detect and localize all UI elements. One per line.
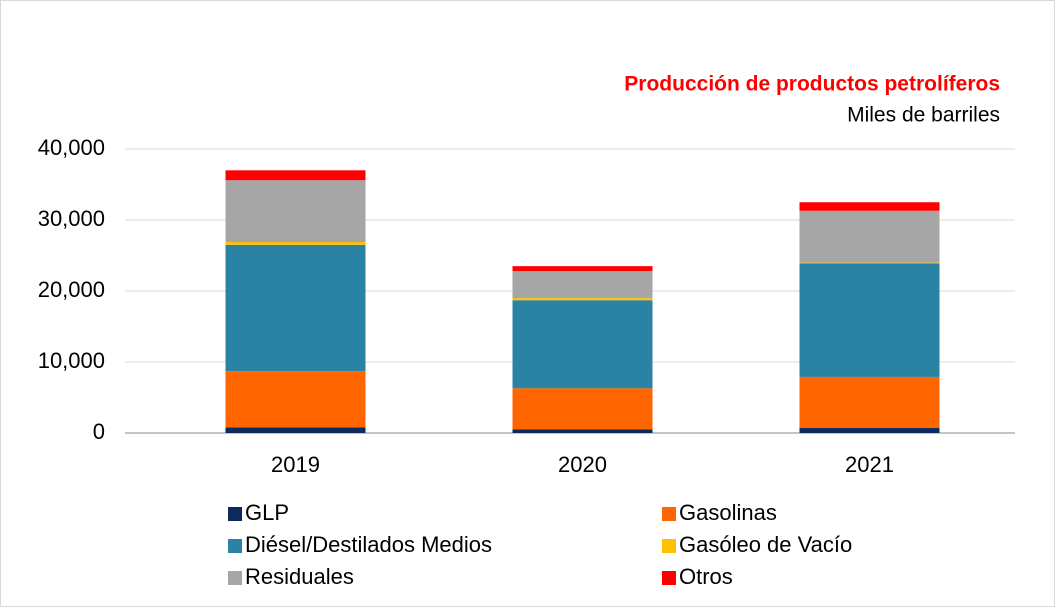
x-tick-label: 2021 xyxy=(845,452,894,477)
bar-segment xyxy=(225,242,366,245)
bar-segment xyxy=(799,202,940,211)
bar-segment xyxy=(799,262,940,264)
bar-segment xyxy=(799,210,940,263)
bar-segment xyxy=(512,298,653,301)
legend-label: GLP xyxy=(245,500,289,525)
legend-swatch xyxy=(228,539,242,553)
bar-segment xyxy=(799,376,940,429)
legend-swatch xyxy=(662,507,676,521)
legend-label: Diésel/Destilados Medios xyxy=(245,532,492,557)
bar-segment xyxy=(512,300,653,389)
y-tick-label: 0 xyxy=(93,419,105,444)
bar-segment xyxy=(225,427,366,433)
bar-segment xyxy=(225,244,366,372)
bar-segment xyxy=(512,271,653,299)
bar-segment xyxy=(512,266,653,272)
bar-segment xyxy=(799,428,940,433)
legend-label: Gasóleo de Vacío xyxy=(679,532,852,557)
y-tick-label: 30,000 xyxy=(38,206,105,231)
legend-swatch xyxy=(228,507,242,521)
bar-segment xyxy=(799,263,940,377)
y-tick-label: 20,000 xyxy=(38,277,105,302)
legend-swatch xyxy=(228,571,242,585)
chart-title: Producción de productos petrolíferos xyxy=(624,73,1000,96)
bar-segment xyxy=(225,170,366,181)
y-tick-label: 10,000 xyxy=(38,348,105,373)
legend-swatch xyxy=(662,571,676,585)
x-tick-label: 2019 xyxy=(271,452,320,477)
chart-subtitle: Miles de barriles xyxy=(847,104,1000,127)
bar-segment xyxy=(225,371,366,428)
legend-label: Otros xyxy=(679,564,733,589)
legend-label: Residuales xyxy=(245,564,354,589)
bar-segment xyxy=(512,429,653,433)
bar-segment xyxy=(225,180,366,243)
bar-segment xyxy=(512,388,653,430)
y-tick-label: 40,000 xyxy=(38,135,105,160)
x-tick-label: 2020 xyxy=(558,452,607,477)
legend-swatch xyxy=(662,539,676,553)
legend-label: Gasolinas xyxy=(679,500,777,525)
